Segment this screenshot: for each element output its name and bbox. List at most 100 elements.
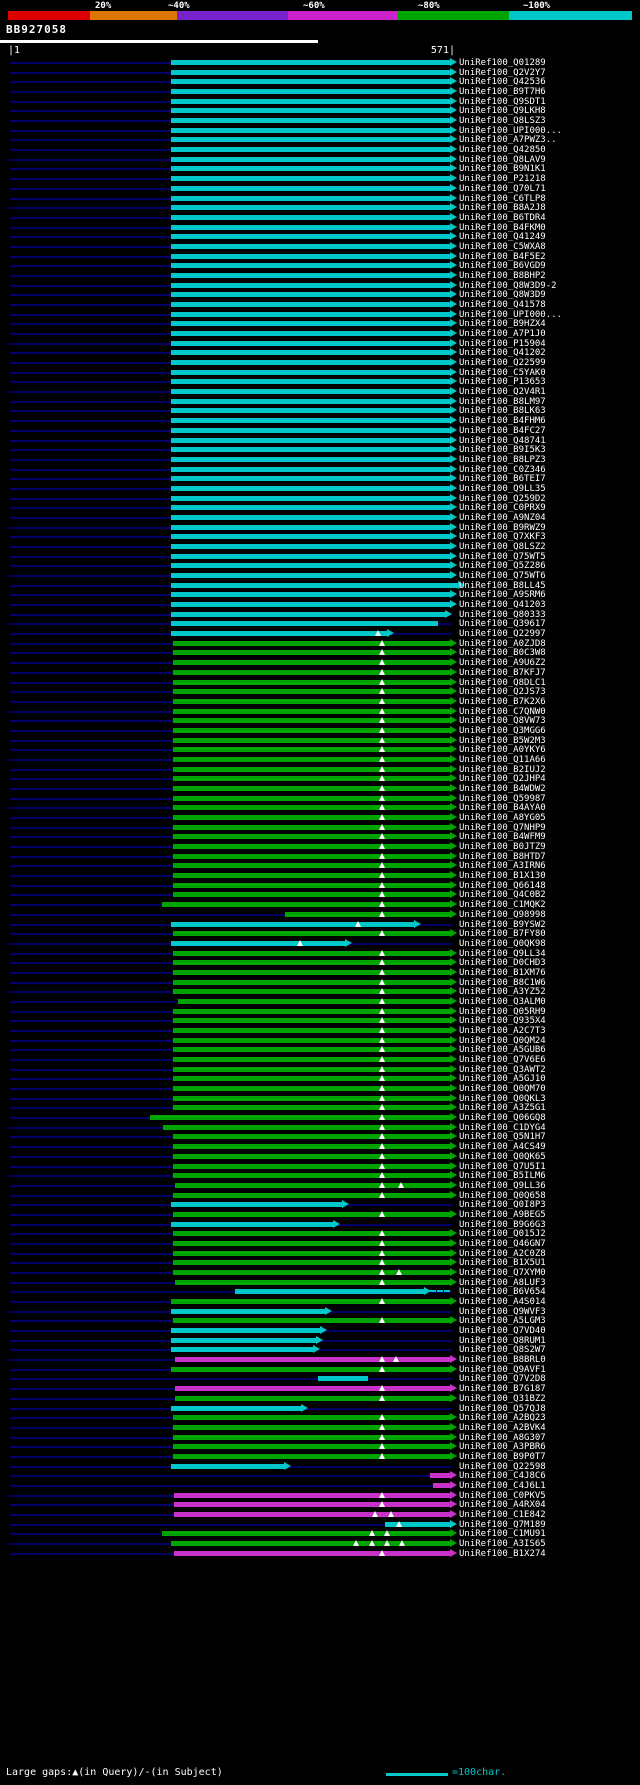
- alignment-bar[interactable]: [170, 350, 450, 356]
- alignment-bar[interactable]: [170, 224, 450, 230]
- alignment-bar[interactable]: [170, 176, 450, 182]
- hit-label[interactable]: UniRef100_B9HZX4: [459, 319, 546, 330]
- alignment-bar[interactable]: [172, 1144, 450, 1150]
- alignment-bar[interactable]: [172, 1192, 450, 1198]
- hit-label[interactable]: UniRef100_UPI000...: [459, 309, 562, 320]
- hit-label[interactable]: UniRef100_B7G187: [459, 1384, 546, 1395]
- alignment-bar[interactable]: [170, 205, 450, 211]
- hit-label[interactable]: UniRef100_Q0QM24: [459, 1035, 546, 1046]
- hit-label[interactable]: UniRef100_A4RX04: [459, 1500, 546, 1511]
- alignment-bar[interactable]: [175, 1279, 450, 1285]
- hit-label[interactable]: UniRef100_Q0Q658: [459, 1190, 546, 1201]
- alignment-bar[interactable]: [170, 379, 450, 385]
- alignment-bar[interactable]: [172, 873, 450, 879]
- alignment-bar[interactable]: [170, 389, 450, 395]
- alignment-bar[interactable]: [172, 727, 450, 733]
- hit-label[interactable]: UniRef100_B7K2X6: [459, 696, 546, 707]
- hit-label[interactable]: UniRef100_A2C7T3: [459, 1026, 546, 1036]
- hit-label[interactable]: UniRef100_Q2JS73: [459, 687, 546, 698]
- hit-label[interactable]: UniRef100_A2BQ23: [459, 1413, 546, 1424]
- alignment-bar[interactable]: [234, 1289, 424, 1295]
- alignment-bar[interactable]: [170, 311, 450, 317]
- alignment-bar[interactable]: [170, 360, 450, 366]
- hit-label[interactable]: UniRef100_B8C1W6: [459, 977, 546, 988]
- hit-label[interactable]: UniRef100_Q8W3D9-2: [459, 280, 557, 291]
- alignment-bar[interactable]: [172, 718, 450, 724]
- alignment-bar[interactable]: [172, 689, 450, 695]
- alignment-bar[interactable]: [172, 1086, 450, 1092]
- alignment-bar[interactable]: [172, 1260, 450, 1266]
- alignment-bar[interactable]: [172, 1240, 450, 1246]
- alignment-bar[interactable]: [170, 427, 450, 433]
- hit-label[interactable]: UniRef100_B1X274: [459, 1548, 546, 1559]
- alignment-bar[interactable]: [170, 321, 450, 327]
- alignment-bar[interactable]: [170, 108, 450, 114]
- hit-label[interactable]: UniRef100_Q3AWT2: [459, 1064, 546, 1075]
- hit-label[interactable]: UniRef100_Q9LKH8: [459, 106, 546, 117]
- alignment-bar[interactable]: [170, 582, 458, 588]
- hit-label[interactable]: UniRef100_Q22997: [459, 629, 546, 640]
- hit-label[interactable]: UniRef100_Q5N1H7: [459, 1132, 546, 1143]
- alignment-bar[interactable]: [429, 1473, 450, 1479]
- alignment-bar[interactable]: [172, 1444, 450, 1450]
- hit-label[interactable]: UniRef100_Q2V4R1: [459, 387, 546, 398]
- alignment-bar[interactable]: [172, 786, 450, 791]
- hit-label[interactable]: UniRef100_A5GUB6: [459, 1045, 546, 1056]
- hit-label[interactable]: UniRef100_Q4C0B2: [459, 890, 546, 901]
- hit-label[interactable]: UniRef100_Q31BZ2: [459, 1393, 546, 1404]
- hit-label[interactable]: UniRef100_A5LGM3: [459, 1316, 546, 1327]
- alignment-bar[interactable]: [170, 524, 450, 530]
- alignment-bar[interactable]: [175, 1386, 450, 1392]
- hit-label[interactable]: UniRef100_Q935X4: [459, 1016, 546, 1027]
- hit-label[interactable]: UniRef100_C4J6L1: [459, 1480, 546, 1491]
- hit-label[interactable]: UniRef100_B4FKM0: [459, 222, 546, 233]
- hit-label[interactable]: UniRef100_Q75WT6: [459, 571, 546, 582]
- hit-label[interactable]: UniRef100_Q7M189: [459, 1519, 546, 1530]
- alignment-bar[interactable]: [170, 563, 450, 569]
- alignment-bar[interactable]: [162, 1531, 450, 1537]
- hit-label[interactable]: UniRef100_C0PKV5: [459, 1490, 546, 1501]
- hit-label[interactable]: UniRef100_Q7NHP9: [459, 822, 546, 833]
- hit-label[interactable]: UniRef100_B4WFM9: [459, 832, 546, 843]
- alignment-bar[interactable]: [172, 950, 450, 956]
- alignment-bar[interactable]: [170, 1405, 301, 1411]
- hit-label[interactable]: UniRef100_Q42536: [459, 77, 546, 88]
- hit-label[interactable]: UniRef100_Q41578: [459, 300, 546, 310]
- hit-label[interactable]: UniRef100_B7KFJ7: [459, 667, 546, 678]
- hit-label[interactable]: UniRef100_C6TLP8: [459, 193, 546, 204]
- alignment-bar[interactable]: [170, 940, 345, 946]
- alignment-bar[interactable]: [170, 495, 450, 501]
- hit-label[interactable]: UniRef100_C5YAK0: [459, 367, 546, 378]
- hit-label[interactable]: UniRef100_B8LL45: [459, 580, 546, 591]
- hit-label[interactable]: UniRef100_C0Z346: [459, 464, 546, 475]
- hit-label[interactable]: UniRef100_Q9SDT1: [459, 96, 546, 107]
- hit-label[interactable]: UniRef100_B8LPZ3: [459, 454, 546, 465]
- hit-label[interactable]: UniRef100_Q2V2Y7: [459, 67, 546, 78]
- alignment-bar[interactable]: [170, 331, 450, 337]
- hit-label[interactable]: UniRef100_Q41249: [459, 232, 546, 243]
- alignment-bar[interactable]: [170, 60, 450, 65]
- hit-label[interactable]: UniRef100_B5W2M3: [459, 735, 546, 746]
- hit-label[interactable]: UniRef100_A3IRN6: [459, 861, 546, 872]
- hit-label[interactable]: UniRef100_Q0QK98: [459, 938, 546, 949]
- hit-label[interactable]: UniRef100_Q0I8P3: [459, 1200, 546, 1211]
- alignment-bar[interactable]: [170, 1366, 450, 1372]
- alignment-bar[interactable]: [175, 1182, 450, 1188]
- alignment-bar[interactable]: [172, 1163, 450, 1169]
- alignment-bar[interactable]: [170, 514, 450, 520]
- alignment-bar[interactable]: [170, 253, 450, 259]
- hit-label[interactable]: UniRef100_B1X130: [459, 871, 546, 882]
- hit-label[interactable]: UniRef100_Q41202: [459, 348, 546, 359]
- alignment-bar[interactable]: [170, 147, 450, 153]
- hit-label[interactable]: UniRef100_Q11A66: [459, 754, 546, 765]
- alignment-bar[interactable]: [385, 1521, 450, 1527]
- hit-label[interactable]: UniRef100_C0PRX9: [459, 503, 546, 514]
- hit-label[interactable]: UniRef100_C1MQK2: [459, 900, 546, 911]
- hit-label[interactable]: UniRef100_B9YSW2: [459, 919, 546, 930]
- hit-label[interactable]: UniRef100_C5WXA8: [459, 241, 546, 252]
- hit-label[interactable]: UniRef100_P15904: [459, 338, 546, 349]
- alignment-bar[interactable]: [170, 592, 450, 598]
- alignment-bar[interactable]: [170, 118, 450, 124]
- hit-label[interactable]: UniRef100_Q9LL34: [459, 948, 546, 959]
- alignment-bar[interactable]: [172, 1415, 450, 1421]
